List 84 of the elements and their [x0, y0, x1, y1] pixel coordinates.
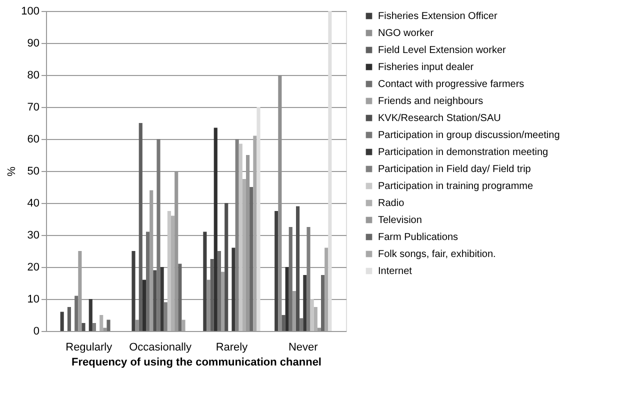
bar [321, 275, 325, 331]
y-axis-title: % [6, 166, 18, 176]
bar [178, 264, 182, 331]
bar [135, 320, 139, 331]
bar [232, 248, 236, 331]
bar [306, 227, 310, 331]
bar [74, 296, 78, 331]
bar [160, 267, 164, 331]
bar [88, 299, 92, 331]
bar [296, 206, 300, 331]
y-tick-label: 50 [27, 166, 40, 178]
legend-label: Participation in group discussion/meeting [378, 130, 560, 141]
bar [310, 299, 314, 331]
x-tick-label: Rarely [216, 342, 248, 354]
bar [138, 123, 142, 331]
bar [103, 328, 107, 331]
bar [206, 280, 210, 331]
bar [253, 136, 257, 331]
bar [67, 307, 71, 331]
bar [210, 259, 214, 331]
bar [146, 232, 150, 331]
x-axis-title: Frequency of using the communication channel [72, 356, 322, 368]
bar [60, 312, 64, 331]
y-tick-label: 90 [27, 38, 40, 50]
bar [300, 318, 304, 331]
bar [256, 107, 260, 331]
bar [238, 144, 242, 331]
bar [282, 315, 286, 331]
y-tick-label: 100 [21, 6, 40, 18]
legend-label: Participation in training programme [378, 181, 534, 192]
legend-label: Television [378, 215, 422, 226]
x-tick-label: Regularly [66, 342, 113, 354]
bar [317, 328, 321, 331]
bar [142, 280, 146, 331]
y-tick-label: 30 [27, 230, 40, 242]
bar [167, 211, 171, 331]
bar [324, 248, 328, 331]
bar [214, 128, 218, 331]
legend-label: Contact with progressive farmers [378, 79, 524, 90]
bar [274, 211, 278, 331]
bar [153, 270, 157, 331]
legend-label: Participation in demonstration meeting [378, 147, 548, 158]
bar [235, 139, 239, 331]
legend-label: Farm Publications [378, 232, 458, 243]
legend-label: Folk songs, fair, exhibition. [378, 249, 496, 260]
legend-label: NGO worker [378, 28, 434, 39]
bar [100, 315, 104, 331]
y-tick-label: 60 [27, 134, 40, 146]
bar [224, 203, 228, 331]
bar [203, 232, 207, 331]
bar [106, 320, 110, 331]
bar [285, 267, 289, 331]
x-tick-label: Never [288, 342, 318, 354]
bar [182, 320, 186, 331]
bar [171, 216, 175, 331]
bar [250, 187, 254, 331]
legend-label: Participation in Field day/ Field trip [378, 164, 532, 175]
y-tick-label: 10 [27, 294, 40, 306]
bar [303, 275, 307, 331]
bar [328, 11, 332, 331]
legend-label: Friends and neighbours [378, 96, 484, 107]
bar [82, 323, 86, 331]
y-tick-label: 70 [27, 102, 40, 114]
y-tick-label: 80 [27, 70, 40, 82]
y-tick-label: 40 [27, 198, 40, 210]
bar [314, 307, 318, 331]
bar [242, 179, 246, 331]
bar [92, 323, 96, 331]
legend-label: Internet [378, 266, 412, 277]
bar [221, 272, 225, 331]
legend-label: Field Level Extension worker [378, 45, 507, 56]
x-tick-label: Occasionally [129, 342, 192, 354]
bar [288, 227, 292, 331]
bar [292, 291, 296, 331]
legend-label: Radio [378, 198, 405, 209]
bar [164, 302, 168, 331]
y-tick-label: 0 [33, 326, 40, 338]
bar [132, 251, 136, 331]
legend-label: Fisheries input dealer [378, 62, 474, 73]
legend-label: KVK/Research Station/SAU [378, 113, 501, 124]
legend-label: Fisheries Extension Officer [378, 11, 498, 22]
y-tick-label: 20 [27, 262, 40, 274]
bar [156, 139, 160, 331]
bar [217, 251, 221, 331]
